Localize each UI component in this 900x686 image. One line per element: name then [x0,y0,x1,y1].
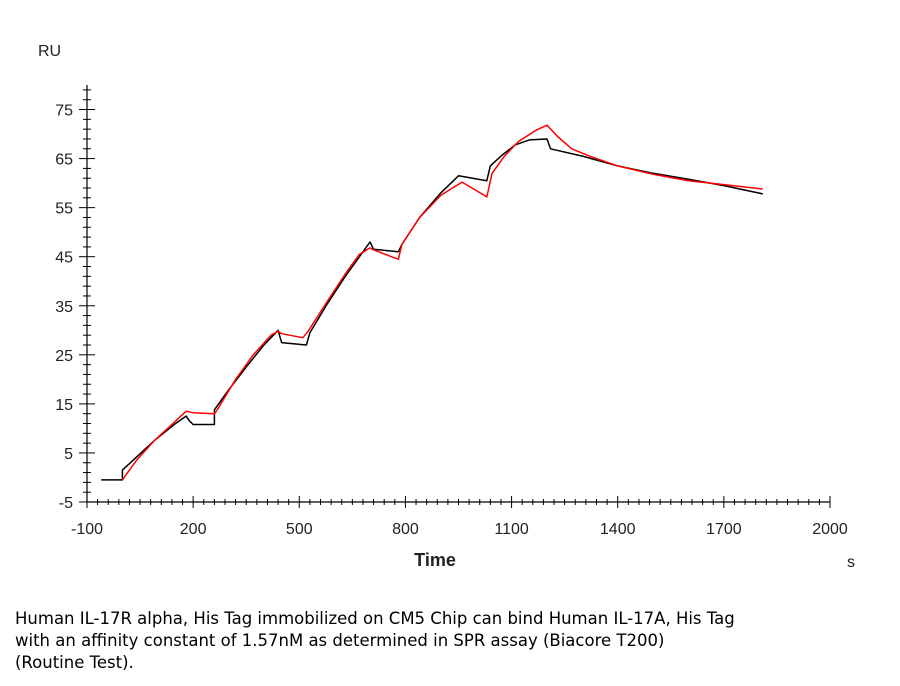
x-tick-label: 800 [392,521,419,538]
y-tick-label: 75 [55,103,73,120]
spr-sensorgram-chart: RU -5 5 15 25 35 45 55 65 75 -100 200 500 800 1100 140… [38,43,855,571]
axes: -5 5 15 25 35 45 55 65 75 -100 200 500 800 1100 1400 17… [55,85,848,538]
y-tick-label: 5 [64,446,73,463]
y-tick-label: 65 [55,152,73,169]
y-tick-label: 35 [55,299,73,316]
y-tick-label: 55 [55,201,73,218]
x-tick-label: 2000 [812,521,848,538]
x-axis-unit-label: s [847,554,855,571]
caption-line: (Routine Test). [15,653,134,672]
y-tick-label: 15 [55,397,73,414]
y-axis-unit-label: RU [38,43,61,60]
figure-caption: Human IL-17R alpha, His Tag immobilized … [15,608,885,674]
x-tick-label: 1700 [706,521,742,538]
series-layer [101,124,763,481]
x-tick-label: 1400 [600,521,636,538]
x-tick-label: -100 [71,521,103,538]
caption-line: with an affinity constant of 1.57nM as d… [15,631,665,650]
caption-line: Human IL-17R alpha, His Tag immobilized … [15,609,735,628]
y-tick-label: 45 [55,250,73,267]
x-tick-label: 500 [286,521,313,538]
sensorgram-fit-line [121,124,763,481]
y-tick-label: -5 [59,495,73,512]
y-tick-label: 25 [55,348,73,365]
x-axis-title: Time [414,550,456,570]
x-tick-label: 1100 [494,521,529,538]
x-tick-label: 200 [180,521,207,538]
sensorgram-measured-line [101,138,763,481]
